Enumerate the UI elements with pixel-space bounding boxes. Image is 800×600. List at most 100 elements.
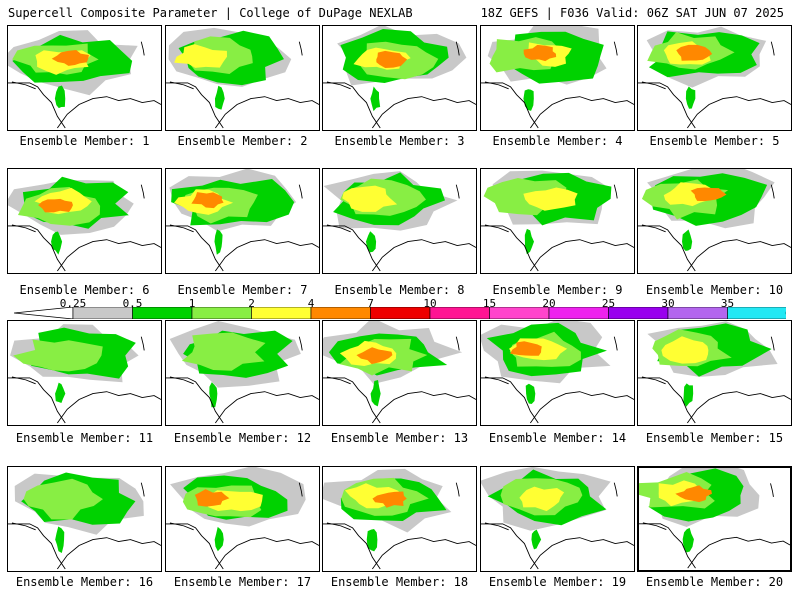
- coastline: [641, 376, 666, 385]
- colorbar-swatch: [667, 307, 728, 319]
- member-map: [8, 30, 161, 129]
- member-map: [323, 321, 476, 424]
- colorbar-swatch: [251, 307, 312, 319]
- member-map: [638, 26, 791, 129]
- ensemble-panel: [480, 168, 635, 274]
- coastline: [11, 224, 36, 233]
- coastline: [8, 523, 66, 570]
- coastline: [529, 96, 634, 129]
- coastline: [686, 239, 791, 272]
- scp-contour: [181, 332, 266, 371]
- coastline: [641, 81, 666, 90]
- lake-outline: [613, 336, 618, 351]
- member-map: [481, 467, 634, 570]
- scp-contour: [510, 341, 542, 356]
- coastline: [484, 81, 509, 90]
- coastline: [166, 82, 224, 129]
- member-map: [8, 324, 161, 424]
- coastline: [642, 522, 667, 530]
- coastline: [529, 391, 634, 424]
- coastline: [686, 391, 791, 424]
- member-map: [481, 170, 634, 272]
- colorbar-swatch: [548, 307, 609, 319]
- colorbar-tick-label: 1: [188, 297, 196, 310]
- member-label: Ensemble Member: 4: [492, 134, 623, 148]
- member-label: Ensemble Member: 7: [177, 283, 308, 297]
- coastline: [56, 391, 161, 424]
- ensemble-panel: [165, 466, 320, 572]
- scp-contour: [682, 527, 694, 553]
- coastline: [326, 81, 351, 90]
- lake-outline: [298, 482, 303, 497]
- colorbar-tick-label: 7: [367, 297, 374, 310]
- scp-contour: [191, 192, 224, 209]
- scp-contour: [55, 382, 66, 404]
- member-label: Ensemble Member: 9: [492, 283, 623, 297]
- coastline: [214, 537, 319, 570]
- member-label: Ensemble Member: 5: [649, 134, 780, 148]
- coastline: [639, 523, 696, 569]
- member-map: [166, 27, 319, 129]
- coastline: [529, 239, 634, 272]
- lake-outline: [770, 483, 774, 497]
- ensemble-panel: [480, 25, 635, 131]
- member-label: Ensemble Member: 10: [645, 283, 784, 297]
- coastline: [169, 81, 194, 90]
- colorbar-swatch: [608, 307, 669, 319]
- coastline: [641, 224, 666, 233]
- member-map: [639, 468, 790, 569]
- member-map: [166, 169, 319, 272]
- lake-outline: [613, 184, 618, 199]
- coastline: [169, 224, 194, 233]
- scp-contour: [365, 231, 377, 253]
- member-label: Ensemble Member: 2: [177, 134, 308, 148]
- member-label: Ensemble Member: 15: [645, 431, 784, 445]
- coastline: [638, 377, 696, 424]
- ensemble-panel: [322, 168, 477, 274]
- colorbar-swatch: [489, 307, 550, 319]
- lake-outline: [613, 41, 618, 56]
- coastline: [484, 376, 509, 385]
- ensemble-panel: [7, 25, 162, 131]
- colorbar-swatch: [370, 307, 431, 319]
- ensemble-panel: [322, 25, 477, 131]
- lake-outline: [140, 336, 145, 351]
- coastline: [166, 523, 224, 570]
- coastline: [481, 225, 539, 272]
- colorbar-tick-label: 2: [248, 297, 255, 310]
- coastline: [214, 239, 319, 272]
- scp-contour: [13, 339, 103, 372]
- scp-contour: [690, 187, 727, 202]
- member-map: [166, 467, 319, 570]
- lake-outline: [455, 336, 460, 351]
- scp-contour: [38, 198, 73, 213]
- scp-contour: [370, 86, 381, 112]
- lake-outline: [770, 184, 775, 199]
- member-label: Ensemble Member: 12: [173, 431, 312, 445]
- ensemble-panel: [7, 168, 162, 274]
- scp-contour: [531, 529, 542, 550]
- colorbar-swatch: [429, 307, 490, 319]
- scp-contour: [174, 44, 228, 68]
- coastline: [11, 81, 36, 90]
- colorbar-swatch: [132, 307, 193, 319]
- ensemble-panel: [322, 466, 477, 572]
- coastline: [169, 376, 194, 385]
- coastline: [529, 537, 634, 570]
- coastline: [326, 522, 351, 531]
- coastline: [484, 522, 509, 531]
- member-label: Ensemble Member: 19: [488, 575, 627, 589]
- scp-contour: [214, 85, 225, 110]
- coastline: [323, 377, 381, 424]
- scp-contour: [519, 486, 565, 512]
- scp-contour: [376, 50, 408, 68]
- map-title: Supercell Composite Parameter | College …: [8, 6, 413, 20]
- scp-contour: [523, 187, 578, 211]
- member-label: Ensemble Member: 18: [330, 575, 469, 589]
- member-label: Ensemble Member: 3: [334, 134, 465, 148]
- lake-outline: [455, 41, 460, 56]
- coastline: [481, 82, 539, 129]
- scp-contour: [523, 44, 557, 62]
- lake-outline: [613, 482, 618, 497]
- member-label: Ensemble Member: 16: [15, 575, 154, 589]
